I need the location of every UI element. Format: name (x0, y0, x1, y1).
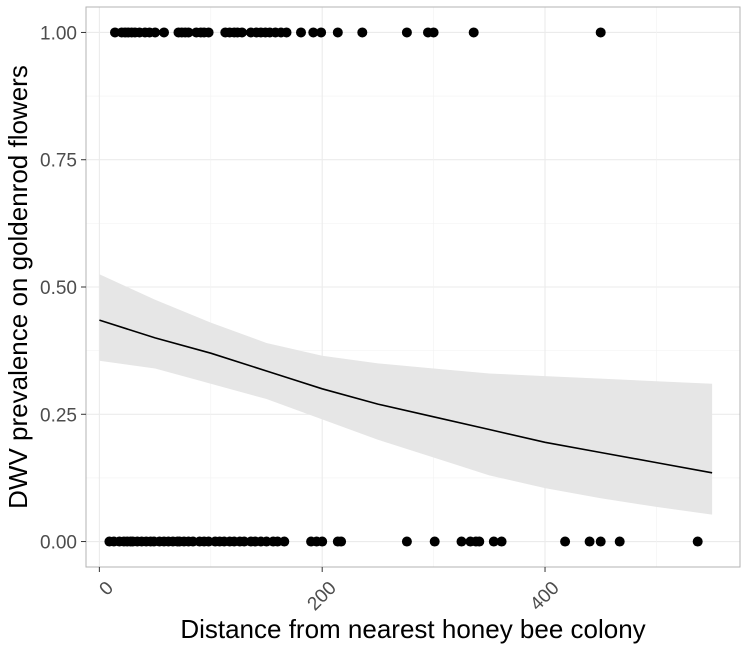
data-point (317, 536, 328, 547)
y-tick-label: 0.00 (40, 533, 77, 554)
y-tick-label: 0.75 (40, 151, 77, 172)
data-point (595, 536, 606, 547)
data-point (183, 27, 194, 38)
data-point (316, 27, 327, 38)
x-axis-ticks: 0 200 400 (96, 567, 564, 615)
fit-line (99, 319, 713, 474)
data-point (357, 27, 368, 38)
data-point (332, 27, 343, 38)
data-point (488, 536, 499, 547)
data-point (401, 27, 412, 38)
data-point (159, 27, 169, 38)
data-point (496, 536, 507, 547)
data-point (296, 27, 306, 38)
x-axis-title: Distance from nearest honey bee colony (180, 614, 645, 644)
data-point (468, 27, 479, 38)
data-point (281, 27, 292, 38)
y-axis-ticks: 0.00 0.25 0.50 0.75 1.00 (40, 23, 86, 554)
data-point (308, 27, 319, 38)
data-points (104, 27, 703, 547)
y-tick-label: 1.00 (40, 23, 77, 44)
y-tick-label: 0.50 (40, 278, 77, 299)
data-point (428, 27, 439, 38)
data-point (237, 27, 247, 38)
data-point (279, 536, 290, 547)
confidence-band-area (99, 274, 713, 515)
grid-lines (86, 7, 740, 567)
data-point (203, 27, 214, 38)
x-tick-label: 400 (526, 578, 563, 615)
y-axis-title: DWV prevalence on goldenrod flowers (3, 65, 33, 509)
data-point (429, 536, 440, 547)
data-point (584, 536, 595, 547)
data-point (456, 536, 467, 547)
fit-line-path (99, 319, 713, 474)
data-point (595, 27, 606, 38)
data-point (401, 536, 412, 547)
data-point (336, 536, 347, 547)
confidence-band (99, 274, 713, 515)
data-point (692, 536, 703, 547)
x-tick-label: 0 (96, 578, 118, 600)
y-tick-label: 0.25 (40, 405, 77, 426)
data-point (474, 536, 485, 547)
data-point (560, 536, 571, 547)
x-tick-label: 200 (304, 578, 341, 615)
data-point (614, 536, 625, 547)
data-point (150, 27, 161, 38)
